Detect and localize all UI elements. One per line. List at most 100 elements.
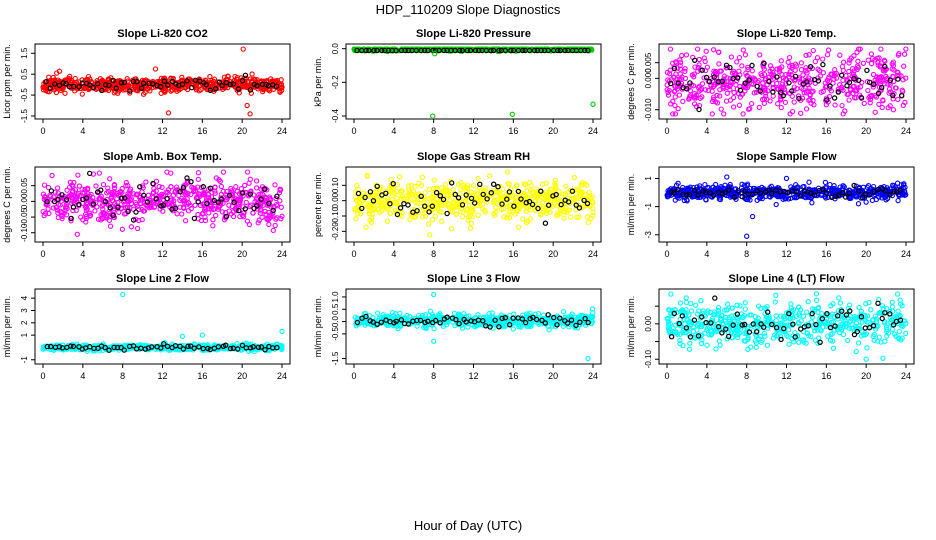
reference-point bbox=[562, 47, 568, 54]
reference-point bbox=[239, 342, 246, 349]
data-point bbox=[444, 192, 450, 198]
reference-point bbox=[218, 196, 225, 202]
data-point bbox=[474, 188, 480, 194]
data-point bbox=[67, 73, 73, 80]
reference-point bbox=[425, 47, 431, 54]
reference-point bbox=[125, 208, 131, 215]
reference-point bbox=[727, 64, 733, 71]
reference-point bbox=[506, 189, 513, 195]
data-point bbox=[442, 181, 449, 188]
data-point bbox=[54, 185, 61, 191]
data-point bbox=[40, 84, 46, 90]
data-point bbox=[419, 174, 426, 180]
reference-point bbox=[222, 342, 229, 348]
chart-title: Slope Sample Flow bbox=[736, 151, 837, 163]
data-point bbox=[814, 55, 821, 61]
reference-point bbox=[437, 193, 443, 199]
data-point bbox=[682, 66, 688, 72]
data-point bbox=[53, 89, 60, 96]
data-point bbox=[854, 63, 861, 69]
reference-point bbox=[778, 89, 784, 96]
reference-point bbox=[258, 344, 264, 350]
y-tick-label: -0.20 bbox=[331, 222, 340, 241]
data-point bbox=[45, 184, 52, 191]
data-point bbox=[83, 207, 89, 213]
reference-point bbox=[823, 190, 830, 196]
data-point bbox=[893, 85, 899, 91]
data-point bbox=[196, 88, 202, 94]
reference-point bbox=[266, 200, 272, 207]
data-point bbox=[491, 212, 498, 218]
data-point bbox=[465, 214, 472, 220]
data-point bbox=[839, 102, 845, 109]
data-point bbox=[220, 169, 227, 175]
reference-point bbox=[531, 47, 538, 54]
reference-point bbox=[749, 191, 756, 198]
data-point bbox=[705, 87, 711, 94]
data-point bbox=[810, 47, 816, 54]
reference-point bbox=[871, 188, 877, 195]
y-tick-label: 2 bbox=[20, 320, 29, 325]
data-point bbox=[467, 225, 474, 231]
data-point bbox=[798, 60, 805, 66]
reference-point bbox=[161, 78, 168, 84]
reference-point bbox=[195, 199, 201, 205]
data-point bbox=[224, 188, 230, 195]
reference-point bbox=[207, 87, 213, 94]
data-point bbox=[422, 213, 429, 219]
data-point bbox=[799, 95, 806, 101]
reference-point bbox=[115, 204, 121, 210]
y-axis-label: percent per min. bbox=[313, 172, 323, 237]
data-point bbox=[504, 215, 510, 221]
reference-point bbox=[757, 88, 764, 94]
reference-point bbox=[130, 217, 137, 223]
data-point bbox=[585, 219, 592, 226]
data-point bbox=[709, 111, 715, 117]
data-point bbox=[870, 71, 877, 78]
data-point bbox=[699, 81, 706, 87]
x-tick-label: 12 bbox=[157, 249, 167, 259]
data-point bbox=[105, 185, 111, 191]
data-point bbox=[123, 183, 129, 189]
reference-point bbox=[52, 81, 58, 87]
data-point bbox=[515, 208, 521, 214]
reference-point bbox=[141, 192, 147, 199]
reference-point bbox=[413, 47, 419, 54]
reference-point bbox=[761, 60, 767, 67]
data-point bbox=[230, 213, 237, 220]
data-point bbox=[767, 63, 774, 69]
reference-point bbox=[371, 47, 377, 54]
data-point bbox=[124, 346, 130, 353]
data-point bbox=[277, 88, 283, 94]
x-tick-label: 0 bbox=[351, 126, 356, 136]
reference-point bbox=[812, 192, 818, 198]
data-point bbox=[890, 59, 897, 65]
reference-point bbox=[535, 205, 541, 212]
data-point bbox=[41, 212, 47, 219]
data-point bbox=[493, 189, 500, 195]
data-point bbox=[491, 198, 498, 205]
points-layer bbox=[352, 291, 596, 362]
reference-point bbox=[449, 180, 455, 186]
data-point bbox=[273, 341, 280, 347]
data-point bbox=[881, 78, 887, 84]
reference-point bbox=[796, 95, 802, 102]
data-point bbox=[590, 205, 596, 212]
points-layer bbox=[351, 46, 596, 118]
outlier-point bbox=[430, 113, 436, 118]
reference-point bbox=[526, 47, 533, 54]
x-tick-label: 20 bbox=[237, 249, 247, 259]
data-point bbox=[64, 187, 70, 193]
reference-point bbox=[177, 343, 183, 349]
reference-point bbox=[234, 346, 241, 352]
data-point bbox=[195, 211, 201, 218]
reference-point bbox=[675, 80, 681, 86]
data-point bbox=[497, 192, 503, 198]
data-point bbox=[779, 81, 786, 87]
data-point bbox=[134, 191, 140, 197]
data-point bbox=[475, 190, 481, 197]
data-point bbox=[680, 184, 686, 191]
data-point bbox=[242, 182, 248, 189]
data-point bbox=[527, 216, 534, 222]
